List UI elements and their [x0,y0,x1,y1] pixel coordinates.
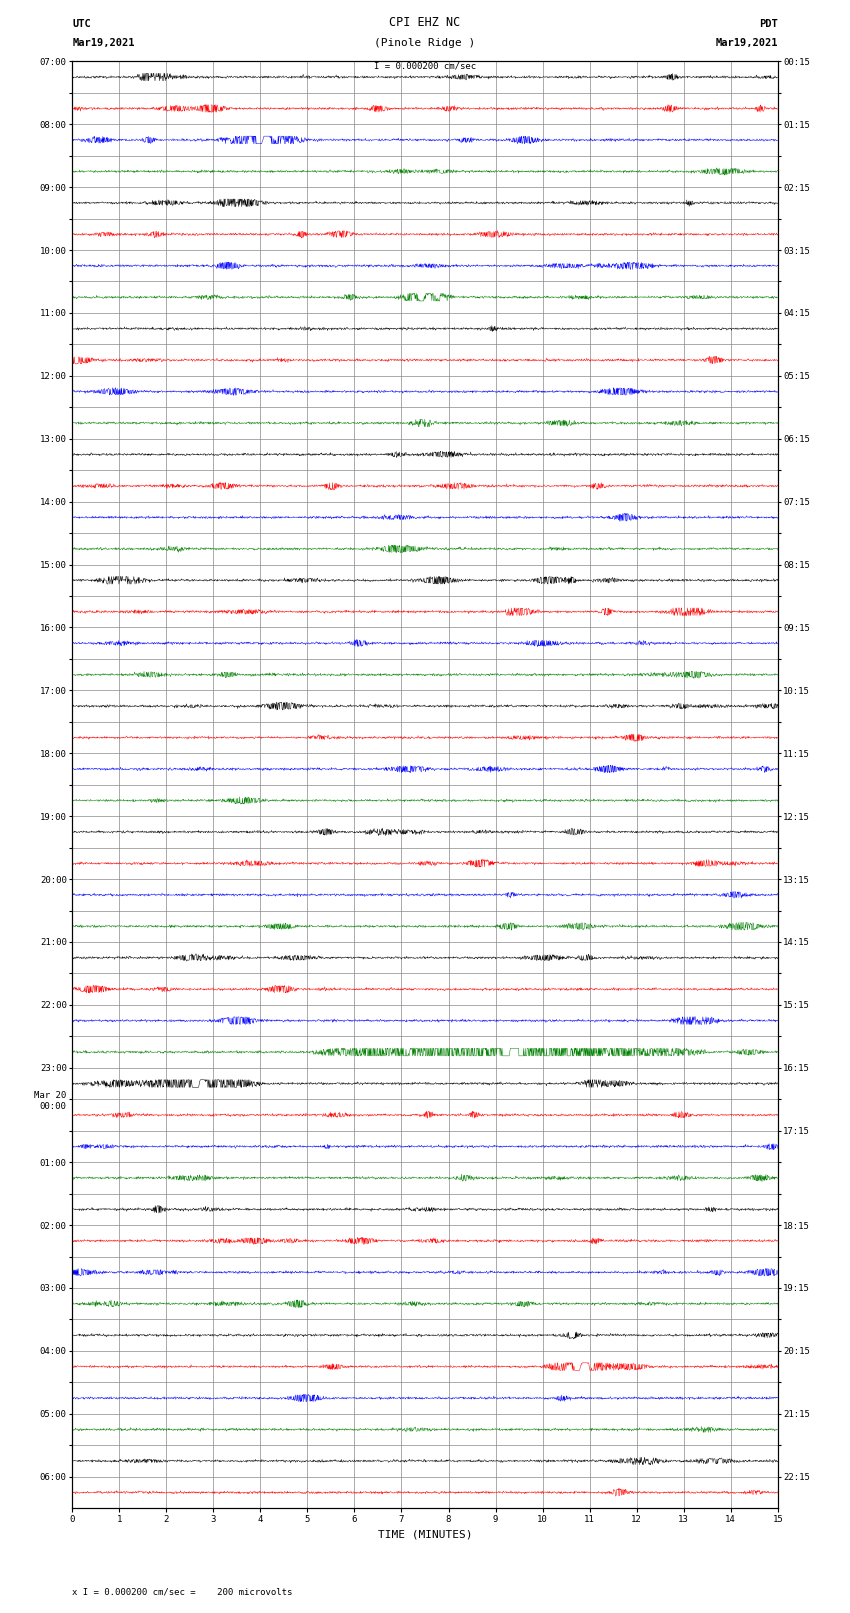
Text: PDT: PDT [759,19,778,29]
Text: I = 0.000200 cm/sec: I = 0.000200 cm/sec [374,61,476,71]
Text: Mar19,2021: Mar19,2021 [72,39,135,48]
Text: (Pinole Ridge ): (Pinole Ridge ) [374,39,476,48]
X-axis label: TIME (MINUTES): TIME (MINUTES) [377,1529,473,1540]
Text: x I = 0.000200 cm/sec =    200 microvolts: x I = 0.000200 cm/sec = 200 microvolts [72,1587,292,1597]
Text: Mar19,2021: Mar19,2021 [715,39,778,48]
Text: CPI EHZ NC: CPI EHZ NC [389,16,461,29]
Text: UTC: UTC [72,19,91,29]
